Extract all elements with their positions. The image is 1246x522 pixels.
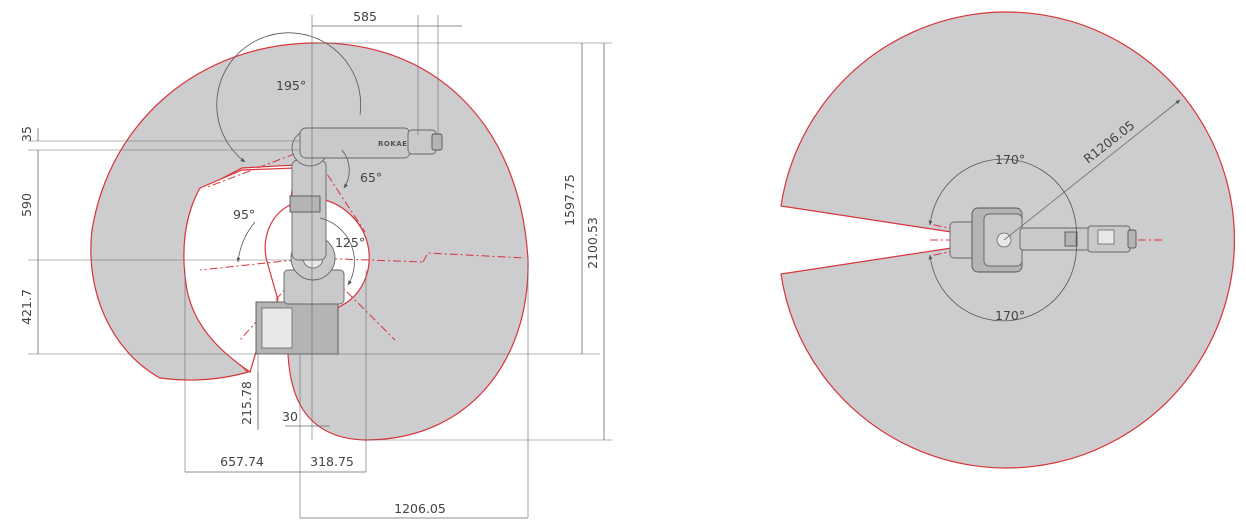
side-robot-arm: ROKAE — [255, 127, 443, 355]
dim-590: 590 — [19, 193, 34, 217]
arc-65 — [341, 149, 350, 189]
angle-65-label: 65° — [360, 170, 382, 185]
top-radius-line — [1003, 99, 1181, 241]
top-angle-lower-label: 170° — [995, 308, 1025, 323]
side-red-line-3 — [422, 252, 526, 263]
dim-421: 421.7 — [19, 289, 34, 325]
dim-1206: 1206.05 — [394, 501, 446, 516]
dim-35: 35 — [19, 126, 34, 142]
arc-125 — [319, 217, 355, 286]
arc-195 — [216, 32, 362, 163]
side-red-line-6 — [204, 147, 311, 189]
arc-95 — [236, 221, 256, 263]
angle-195-label: 195° — [276, 78, 306, 93]
top-angle-upper-label: 170° — [995, 152, 1025, 167]
top-robot-arm-link — [1019, 227, 1091, 251]
side-view: ROKAE 195° 65° 95° 125° 35 590 421.7 159… — [19, 9, 612, 519]
side-robot-logo: ROKAE — [378, 140, 407, 148]
dim-318: 318.75 — [310, 454, 354, 469]
dim-215: 215.78 — [239, 381, 254, 425]
angle-95-label: 95° — [233, 207, 255, 222]
dim-2100: 2100.53 — [585, 217, 600, 269]
dim-657: 657.74 — [220, 454, 264, 469]
dim-585: 585 — [353, 9, 377, 24]
dim-30: 30 — [282, 409, 298, 424]
side-inner-void — [183, 167, 296, 373]
angle-125-label: 125° — [335, 235, 365, 250]
top-view: R1206.05 170° 170° — [780, 11, 1235, 469]
top-arc-upper — [928, 158, 1077, 241]
top-arc-lower — [928, 239, 1077, 322]
top-robot-arm — [949, 207, 1137, 273]
dim-1597: 1597.75 — [562, 174, 577, 226]
